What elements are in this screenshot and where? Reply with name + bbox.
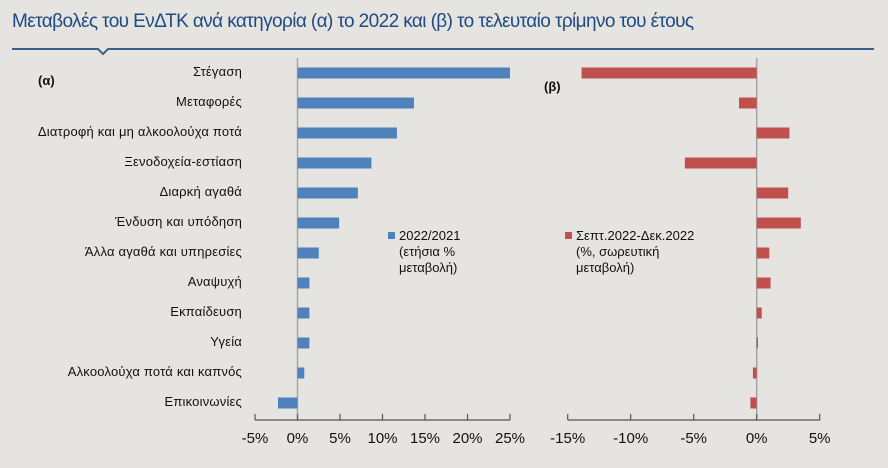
- bar-a-3: [297, 157, 372, 169]
- tick-label: 25%: [494, 430, 526, 447]
- tick-label: 20%: [452, 430, 483, 447]
- category-label: Αλκοολούχα ποτά και καπνός: [67, 364, 242, 379]
- bar-a-5: [297, 217, 340, 229]
- bar-a-9: [297, 337, 310, 349]
- title-underline: [12, 48, 874, 56]
- bar-a-4: [297, 187, 358, 199]
- bar-b-6: [756, 247, 770, 259]
- bar-b-8: [756, 307, 762, 319]
- bar-b-9: [756, 337, 758, 349]
- legend-a-line3: μεταβολή): [399, 260, 458, 275]
- bar-b-7: [756, 277, 771, 289]
- bar-b-10: [752, 367, 757, 379]
- bar-b-4: [756, 187, 789, 199]
- bar-b-5: [756, 217, 801, 229]
- legend-swatch-b: [565, 232, 572, 239]
- legend-a-line2: (ετήσια %: [399, 244, 456, 259]
- tick-label: 5%: [808, 430, 831, 447]
- panel-b-label: (β): [544, 79, 561, 94]
- category-label: Διατροφή και μη αλκοολούχα ποτά: [37, 124, 242, 139]
- bar-a-11: [277, 397, 298, 409]
- tick-label: 10%: [367, 430, 398, 447]
- category-label: Υγεία: [210, 334, 242, 349]
- tick-label: -5%: [680, 430, 708, 447]
- legend-a-line1: 2022/2021: [399, 228, 461, 243]
- legend-b-line2: (%, σωρευτική: [576, 244, 660, 259]
- category-label: Επικοινωνίες: [164, 394, 242, 409]
- bar-a-6: [297, 247, 319, 259]
- bar-a-8: [297, 307, 310, 319]
- panel-a-label: (α): [38, 73, 55, 88]
- legend-a: 2022/2021 (ετήσια % μεταβολή): [388, 228, 460, 276]
- tick-label: 0%: [745, 430, 768, 447]
- category-label: Μεταφορές: [175, 94, 242, 109]
- bar-b-3: [684, 157, 757, 169]
- bar-a-2: [297, 127, 397, 139]
- category-label: Στέγαση: [192, 64, 242, 79]
- bar-a-7: [297, 277, 310, 289]
- legend-swatch-a: [388, 232, 395, 239]
- bar-b-1: [739, 97, 757, 109]
- category-label: Ξενοδοχεία-εστίαση: [124, 154, 242, 169]
- bar-b-0: [581, 67, 757, 79]
- legend-b: Σεπτ.2022-Δεκ.2022 (%, σωρευτική μεταβολ…: [565, 228, 694, 276]
- bar-a-1: [297, 97, 414, 109]
- tick-label: -10%: [613, 430, 649, 447]
- bar-b-11: [750, 397, 757, 409]
- tick-label: -15%: [550, 430, 586, 447]
- legend-b-line1: Σεπτ.2022-Δεκ.2022: [576, 228, 695, 243]
- tick-label: 5%: [329, 430, 351, 447]
- tick-label: -5%: [241, 430, 269, 447]
- legend-b-line3: μεταβολή): [576, 260, 635, 275]
- bar-a-0: [297, 67, 510, 79]
- tick-label: 0%: [286, 430, 309, 447]
- category-label: Ένδυση και υπόδηση: [115, 214, 242, 229]
- category-label: Εκπαίδευση: [170, 304, 242, 319]
- category-label: Άλλα αγαθά και υπηρεσίες: [84, 244, 242, 259]
- tick-label: 15%: [409, 430, 441, 447]
- bar-b-2: [756, 127, 790, 139]
- chart-title: Μεταβολές του ΕνΔΤΚ ανά κατηγορία (α) το…: [12, 11, 694, 32]
- category-label: Αναψυχή: [187, 274, 242, 289]
- category-label: Διαρκή αγαθά: [159, 184, 242, 199]
- bar-a-10: [297, 367, 305, 379]
